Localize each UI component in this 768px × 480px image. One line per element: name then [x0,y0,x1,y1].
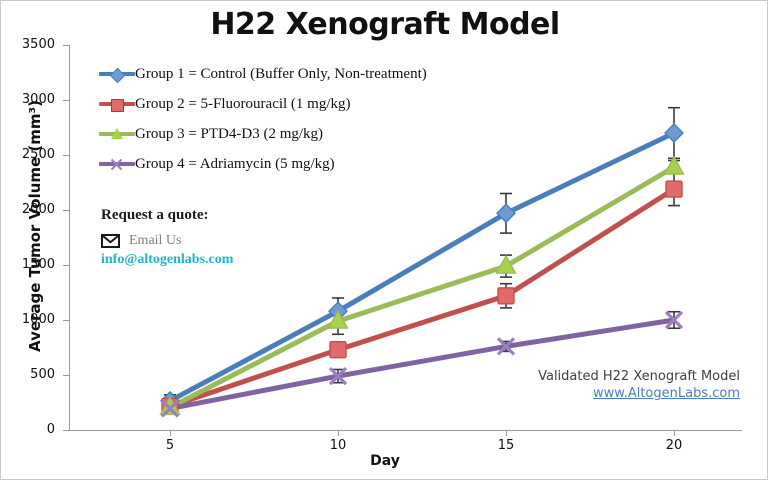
marker-group-3-day-10 [327,309,349,329]
legend: Group 1 = Control (Buffer Only, Non-trea… [99,59,427,179]
marker-group-2-day-10 [329,341,347,359]
x-tick-label-10: 10 [329,438,347,453]
watermark-url-link[interactable]: www.AltogenLabs.com [592,386,740,401]
y-tick-1500 [63,265,69,266]
series-line-group-1 [167,130,677,404]
y-tick-0 [63,430,69,431]
legend-item-group-3: Group 3 = PTD4-D3 (2 mg/kg) [99,119,427,149]
marker-group-4-day-20 [664,310,684,330]
y-tick-label-3000: 3000 [21,92,55,107]
x-tick-label-20: 20 [665,438,683,453]
x-tick-label-5: 5 [165,438,175,453]
legend-label-group-4: Group 4 = Adriamycin (5 mg/kg) [135,155,335,172]
request-quote-heading: Request a quote: [101,207,209,223]
legend-key-group-2 [99,95,135,113]
y-tick-500 [63,375,69,376]
marker-group-2-day-15 [497,287,515,305]
marker-group-3-day-20 [663,155,685,175]
y-tick-2500 [63,155,69,156]
y-tick-3000 [63,100,69,101]
marker-group-4-day-10 [328,366,348,386]
y-tick-label-2000: 2000 [21,202,55,217]
y-tick-2000 [63,210,69,211]
x-tick-15 [506,430,507,436]
email-address-link[interactable]: info@altogenlabs.com [101,252,234,267]
marker-group-4-day-5 [160,399,180,418]
y-tick-label-3500: 3500 [21,37,55,52]
x-tick-20 [674,430,675,436]
email-us-row[interactable]: Email Us [101,233,233,249]
y-tick-label-0: 0 [46,422,55,437]
x-axis-line [69,430,742,431]
series-line-group-3 [167,164,677,410]
envelope-icon[interactable] [101,234,120,248]
legend-item-group-2: Group 2 = 5-Fluorouracil (1 mg/kg) [99,89,427,119]
y-tick-label-2500: 2500 [21,147,55,162]
watermark: Validated H22 Xenograft Model www.Altoge… [538,369,740,401]
x-tick-5 [170,430,171,436]
legend-key-group-1 [99,65,135,84]
legend-label-group-3: Group 3 = PTD4-D3 (2 mg/kg) [135,125,324,142]
x-axis-title: Day [370,453,400,469]
y-tick-label-1500: 1500 [21,257,55,272]
marker-group-2-day-20 [665,180,683,198]
y-tick-label-500: 500 [30,367,55,382]
y-tick-label-1000: 1000 [21,312,55,327]
marker-group-1-day-20 [664,123,684,143]
x-tick-label-15: 15 [497,438,515,453]
legend-item-group-1: Group 1 = Control (Buffer Only, Non-trea… [99,59,427,89]
legend-key-group-3 [99,125,135,143]
marker-group-3-day-15 [495,254,517,274]
series-layer [159,106,685,418]
legend-key-group-4 [99,155,135,173]
y-tick-1000 [63,320,69,321]
marker-group-4-day-15 [496,337,516,356]
legend-label-group-2: Group 2 = 5-Fluorouracil (1 mg/kg) [135,95,351,112]
y-axis-line [69,45,70,430]
email-us-label[interactable]: Email Us [129,233,182,248]
x-tick-10 [338,430,339,436]
series-line-group-4 [167,317,677,412]
y-tick-3500 [63,45,69,46]
page-title: H22 Xenograft Model [210,7,560,42]
series-line-group-2 [167,186,677,409]
watermark-title: Validated H22 Xenograft Model [538,369,740,384]
legend-item-group-4: Group 4 = Adriamycin (5 mg/kg) [99,149,427,179]
marker-group-1-day-15 [496,203,516,224]
request-quote-block: Request a quote: Email Us info@altogenla… [101,207,233,268]
legend-label-group-1: Group 1 = Control (Buffer Only, Non-trea… [135,65,427,82]
